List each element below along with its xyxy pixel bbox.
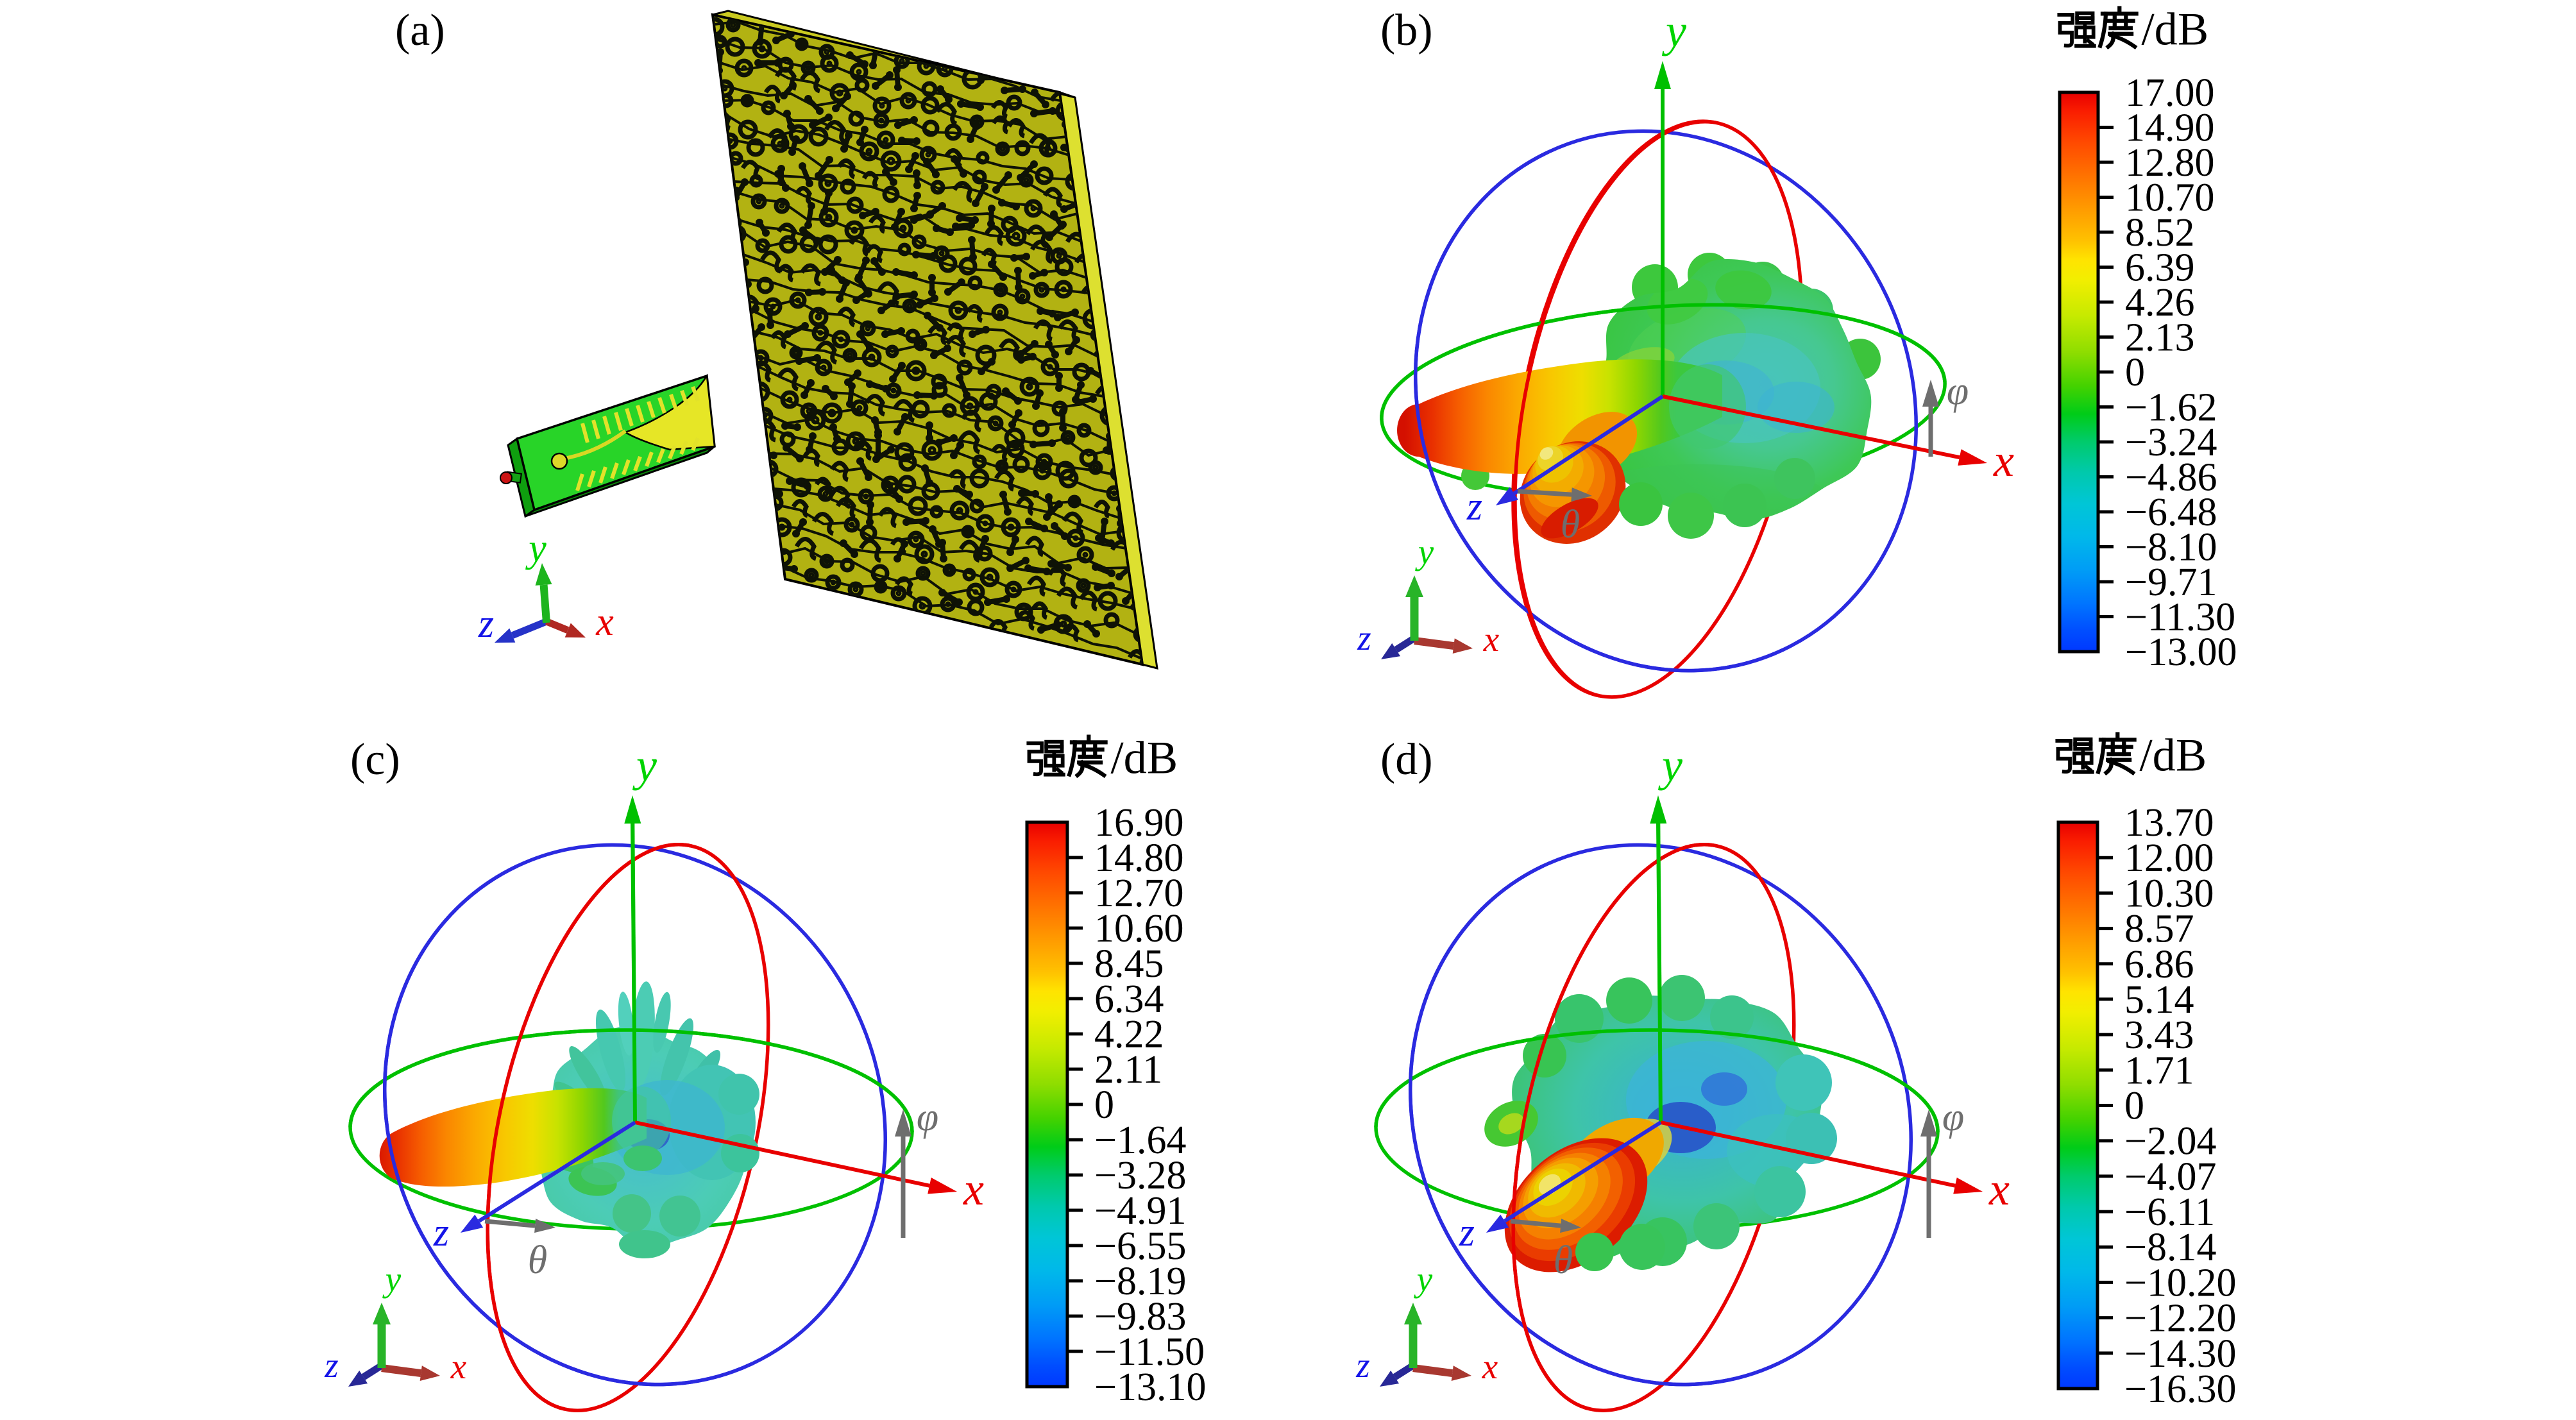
- svg-text:x: x: [963, 1163, 984, 1215]
- svg-text:−9.83: −9.83: [1094, 1295, 1186, 1339]
- svg-text:3.43: 3.43: [2124, 1013, 2194, 1057]
- svg-text:12.80: 12.80: [2125, 141, 2215, 185]
- svg-text:z: z: [1466, 485, 1482, 528]
- svg-text:−4.86: −4.86: [2125, 456, 2217, 500]
- svg-text:x: x: [1482, 1347, 1498, 1386]
- svg-text:−1.62: −1.62: [2125, 386, 2217, 430]
- svg-text:6.86: 6.86: [2124, 943, 2194, 986]
- svg-text:θ: θ: [1561, 503, 1580, 546]
- svg-text:/dB: /dB: [2142, 3, 2209, 55]
- svg-text:8.57: 8.57: [2124, 908, 2194, 951]
- svg-text:z: z: [324, 1346, 338, 1385]
- svg-text:12.70: 12.70: [1094, 872, 1184, 915]
- svg-text:14.90: 14.90: [2125, 106, 2215, 150]
- svg-text:−6.55: −6.55: [1094, 1224, 1186, 1268]
- svg-text:−16.30: −16.30: [2124, 1367, 2236, 1411]
- svg-text:φ: φ: [1942, 1095, 1964, 1139]
- svg-text:4.22: 4.22: [1094, 1013, 1164, 1056]
- svg-text:14.80: 14.80: [1094, 836, 1184, 880]
- svg-text:2.13: 2.13: [2125, 316, 2195, 360]
- svg-text:x: x: [1483, 620, 1500, 659]
- svg-text:13.70: 13.70: [2124, 801, 2214, 845]
- svg-text:y: y: [525, 527, 547, 570]
- svg-text:−3.28: −3.28: [1094, 1154, 1186, 1197]
- svg-text:10.70: 10.70: [2125, 176, 2215, 220]
- svg-text:(b): (b): [1380, 6, 1433, 55]
- svg-text:10.60: 10.60: [1094, 907, 1184, 951]
- svg-text:8.45: 8.45: [1094, 942, 1164, 986]
- svg-text:−13.00: −13.00: [2125, 630, 2237, 674]
- svg-text:y: y: [382, 1260, 402, 1299]
- svg-text:12.00: 12.00: [2124, 836, 2214, 880]
- svg-text:y: y: [1657, 740, 1682, 791]
- svg-text:x: x: [1993, 435, 2014, 486]
- svg-text:0: 0: [1094, 1083, 1114, 1127]
- svg-text:1.71: 1.71: [2124, 1049, 2194, 1092]
- svg-text:10.30: 10.30: [2124, 872, 2214, 915]
- svg-text:−8.10: −8.10: [2125, 526, 2217, 570]
- svg-text:z: z: [1357, 618, 1371, 657]
- svg-text:φ: φ: [1947, 369, 1969, 413]
- svg-text:0: 0: [2125, 351, 2145, 394]
- svg-text:6.39: 6.39: [2125, 246, 2195, 290]
- svg-text:4.26: 4.26: [2125, 281, 2195, 325]
- svg-text:/dB: /dB: [2140, 729, 2207, 781]
- svg-text:16.90: 16.90: [1094, 801, 1184, 845]
- svg-text:6.34: 6.34: [1094, 977, 1164, 1021]
- svg-text:y: y: [1414, 1260, 1433, 1299]
- svg-text:−4.07: −4.07: [2124, 1155, 2216, 1199]
- svg-text:−6.11: −6.11: [2124, 1190, 2215, 1234]
- svg-text:y: y: [632, 740, 657, 791]
- svg-text:−13.10: −13.10: [1094, 1365, 1206, 1409]
- svg-text:y: y: [1661, 5, 1686, 56]
- svg-text:z: z: [478, 602, 494, 646]
- svg-text:θ: θ: [1554, 1238, 1573, 1282]
- svg-text:θ: θ: [528, 1238, 547, 1282]
- svg-text:−2.04: −2.04: [2124, 1120, 2216, 1163]
- svg-text:/dB: /dB: [1111, 731, 1178, 783]
- svg-text:8.52: 8.52: [2125, 211, 2195, 255]
- svg-text:y: y: [1415, 532, 1434, 571]
- svg-text:−3.24: −3.24: [2125, 421, 2217, 464]
- svg-text:z: z: [1459, 1211, 1475, 1255]
- svg-text:x: x: [1988, 1163, 2010, 1215]
- svg-text:2.11: 2.11: [1094, 1048, 1162, 1092]
- svg-text:x: x: [595, 600, 614, 644]
- svg-text:−11.50: −11.50: [1094, 1330, 1205, 1374]
- svg-text:z: z: [1355, 1346, 1369, 1385]
- svg-text:−8.19: −8.19: [1094, 1260, 1186, 1303]
- svg-text:−6.48: −6.48: [2125, 491, 2217, 534]
- svg-text:x: x: [450, 1347, 467, 1386]
- svg-text:−4.91: −4.91: [1094, 1189, 1186, 1233]
- svg-text:−9.71: −9.71: [2125, 561, 2217, 604]
- svg-text:5.14: 5.14: [2124, 978, 2194, 1022]
- svg-text:−8.14: −8.14: [2124, 1226, 2216, 1269]
- svg-text:(d): (d): [1380, 735, 1433, 784]
- svg-text:−14.30: −14.30: [2124, 1332, 2236, 1376]
- svg-text:−12.20: −12.20: [2124, 1297, 2236, 1340]
- svg-text:φ: φ: [917, 1095, 938, 1139]
- svg-text:−10.20: −10.20: [2124, 1261, 2236, 1305]
- svg-text:0: 0: [2124, 1085, 2144, 1128]
- svg-text:−11.30: −11.30: [2125, 596, 2235, 639]
- svg-text:z: z: [433, 1211, 449, 1255]
- svg-text:(a): (a): [395, 6, 445, 55]
- svg-text:−1.64: −1.64: [1094, 1119, 1186, 1162]
- svg-text:(c): (c): [350, 735, 400, 784]
- svg-text:17.00: 17.00: [2125, 71, 2215, 115]
